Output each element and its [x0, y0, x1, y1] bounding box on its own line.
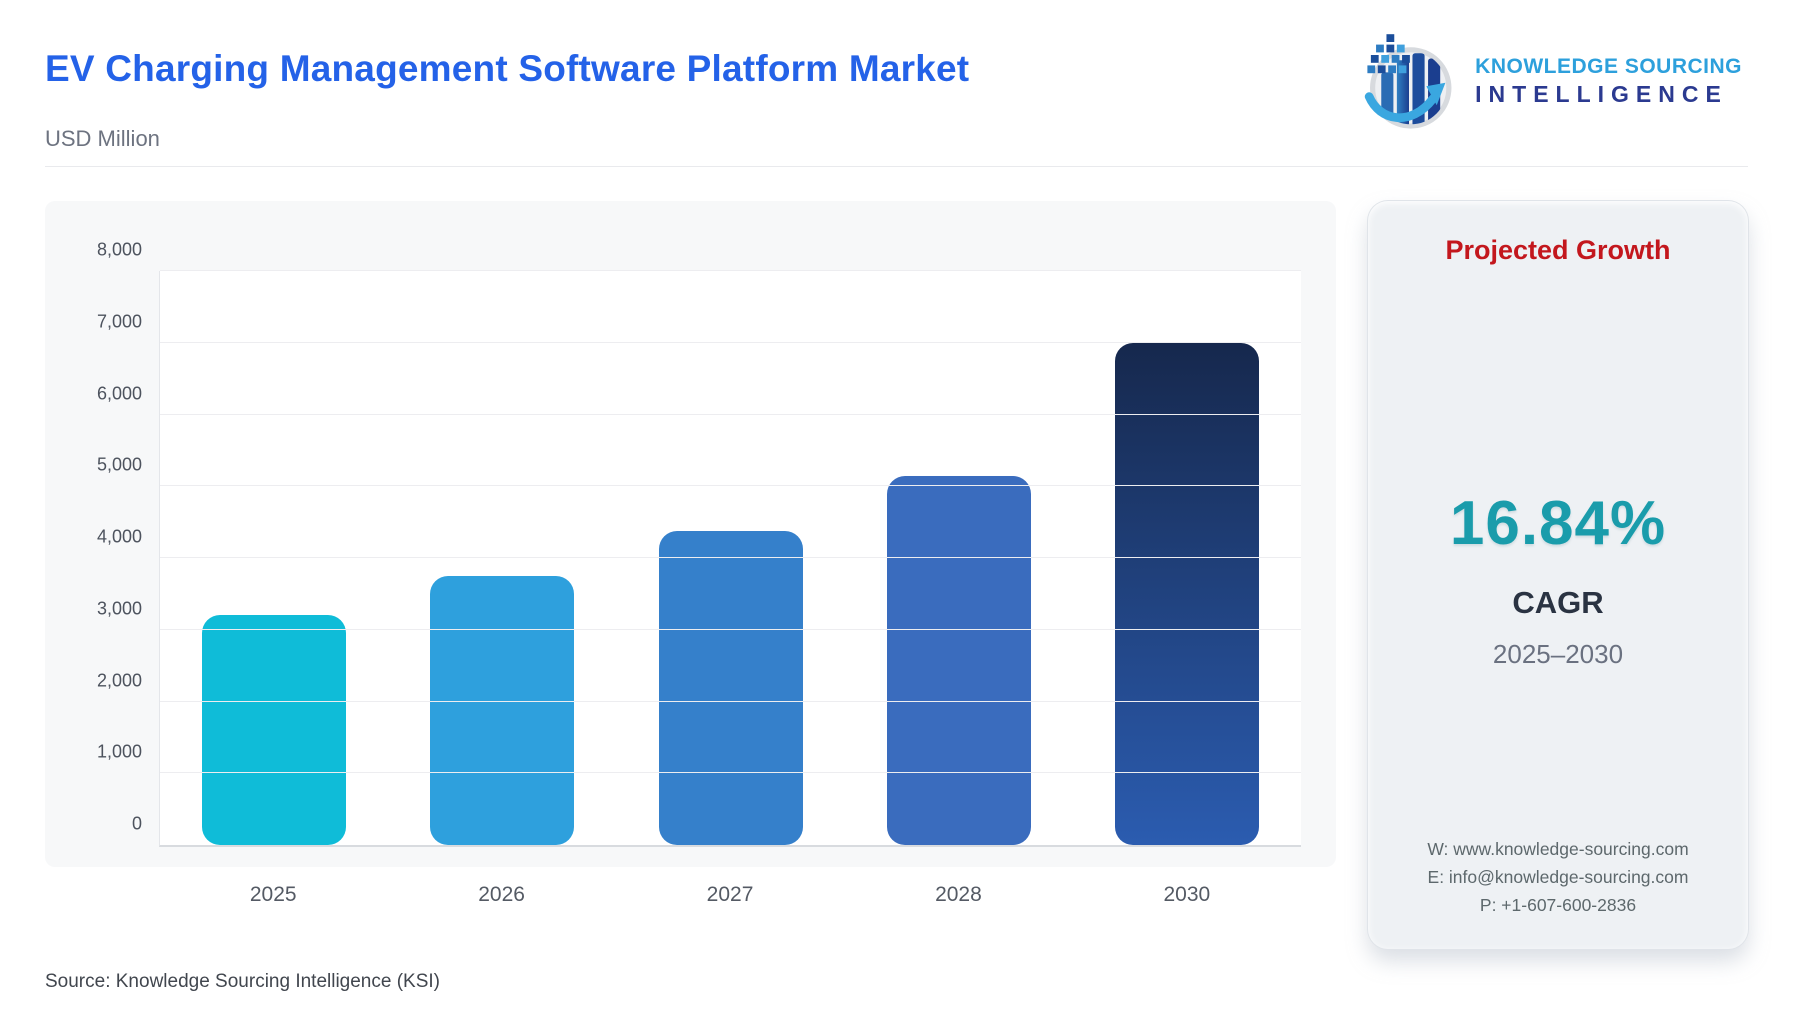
brand-logo-icon: [1364, 34, 1452, 129]
gridline: [160, 557, 1301, 558]
bar-slot-2027: [616, 271, 844, 845]
panel-title: Projected Growth: [1445, 235, 1671, 265]
brand-logo: KNOWLEDGE SOURCING INTELLIGENCE: [1357, 32, 1742, 130]
arrow-swoosh: [1364, 82, 1446, 122]
gridline: [160, 700, 1301, 702]
contact-website: W: www.knowledge-sourcing.com: [1427, 839, 1689, 859]
plot-area: 0 1,000 2,000 3,000 4,000 5,000 6,000 7,000 8,00…: [97, 240, 1301, 847]
chart-column: 0 1,000 2,000 3,000 4,000 5,000 6,000 7,000 8,00…: [45, 201, 1336, 949]
bar-slot-2025: [160, 271, 388, 845]
bar-2030: [1114, 342, 1259, 845]
contact-email: E: info@knowledge-sourcing.com: [1427, 867, 1689, 887]
gridline: [160, 270, 1301, 271]
x-tick-label-2025: 2025: [249, 883, 297, 906]
footer: Source: Knowledge Sourcing Intelligence …: [45, 971, 1748, 993]
y-tick-label: 6,000: [96, 383, 142, 403]
brand-name-line2: INTELLIGENCE: [1475, 80, 1728, 107]
gridline: [160, 413, 1301, 415]
y-tick-label: 5,000: [96, 454, 142, 475]
projected-growth-panel: Projected Growth 16.84% CAGR 2025–2030 W…: [1368, 201, 1748, 949]
cagr-value: 16.84%: [1449, 489, 1667, 559]
bar-slot-2026: [388, 271, 616, 845]
x-tick-label-2027: 2027: [706, 883, 754, 906]
bar-slot-2028: [845, 271, 1073, 845]
y-tick-label: 3,000: [96, 598, 142, 619]
cagr-label: CAGR: [1512, 585, 1604, 621]
brand-name-line1: KNOWLEDGE SOURCING: [1475, 54, 1742, 78]
x-tick-label-2028: 2028: [935, 883, 982, 906]
bar-chart-card: 0 1,000 2,000 3,000 4,000 5,000 6,000 7,000 8,00…: [45, 201, 1336, 867]
y-tick-label: 2,000: [96, 670, 142, 690]
source-note: Source: Knowledge Sourcing Intelligence …: [45, 971, 441, 992]
gridline: [160, 628, 1301, 630]
contact-block: W: www.knowledge-sourcing.com E: info@kn…: [1427, 835, 1688, 919]
gridline: [160, 772, 1301, 774]
bar-slot-2030: [1073, 271, 1301, 845]
units-label: USD Million: [45, 126, 160, 151]
bars-container: [160, 271, 1301, 845]
gridline: [160, 341, 1301, 343]
y-tick-label: 7,000: [96, 311, 142, 332]
y-tick-label: 8,000: [96, 239, 142, 260]
y-tick-label: 0: [131, 813, 142, 834]
y-tick-label: 1,000: [96, 741, 142, 762]
contact-phone: P: +1-607-600-2836: [1479, 895, 1637, 915]
cagr-period: 2025–2030: [1492, 639, 1624, 670]
x-tick-label-2030: 2030: [1163, 883, 1211, 906]
brand-text: KNOWLEDGE SOURCING INTELLIGENCE: [1475, 54, 1742, 109]
header-divider: [45, 166, 1748, 167]
bar-2025: [202, 615, 347, 845]
main-content: 0 1,000 2,000 3,000 4,000 5,000 6,000 7,000 8,00…: [45, 201, 1748, 949]
pixel-squares: [1367, 34, 1411, 74]
bar-2027: [658, 531, 803, 845]
x-axis-labels: 2025 2026 2027 2028 2030: [159, 883, 1301, 907]
y-tick-label: 4,000: [96, 526, 142, 547]
page-title: EV Charging Management Software Platform…: [45, 48, 970, 89]
gridline: [160, 485, 1301, 487]
header-titles: EV Charging Management Software Platform…: [45, 30, 969, 152]
bar-2026: [430, 575, 575, 845]
header: EV Charging Management Software Platform…: [45, 30, 1748, 152]
bar-2028: [886, 476, 1031, 845]
x-tick-label-2026: 2026: [478, 883, 525, 906]
